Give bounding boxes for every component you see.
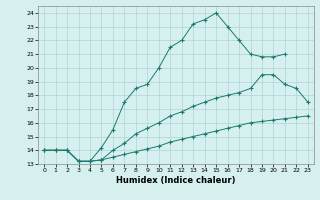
X-axis label: Humidex (Indice chaleur): Humidex (Indice chaleur) [116, 176, 236, 185]
